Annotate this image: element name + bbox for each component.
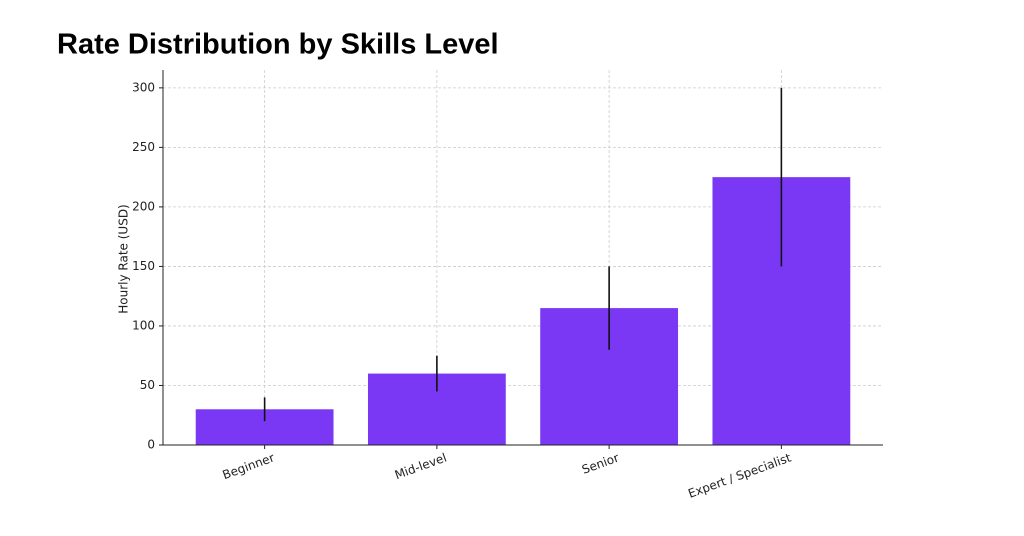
chart-title: Rate Distribution by Skills Level [57, 29, 499, 61]
y-tick-label: 100 [132, 318, 155, 332]
y-tick-label: 0 [147, 438, 155, 452]
x-tick-label: Senior [580, 451, 621, 477]
x-tick-label: Mid-level [393, 451, 449, 483]
y-tick-label: 50 [140, 378, 155, 392]
y-tick-label: 200 [132, 199, 155, 213]
x-tick-label: Expert / Specialist [686, 450, 793, 500]
x-tick-label: Beginner [221, 451, 277, 483]
y-tick-label: 250 [132, 140, 155, 154]
y-axis-label: Hourly Rate (USD) [117, 204, 131, 314]
y-tick-label: 150 [132, 259, 155, 273]
y-tick-label: 300 [132, 80, 155, 94]
